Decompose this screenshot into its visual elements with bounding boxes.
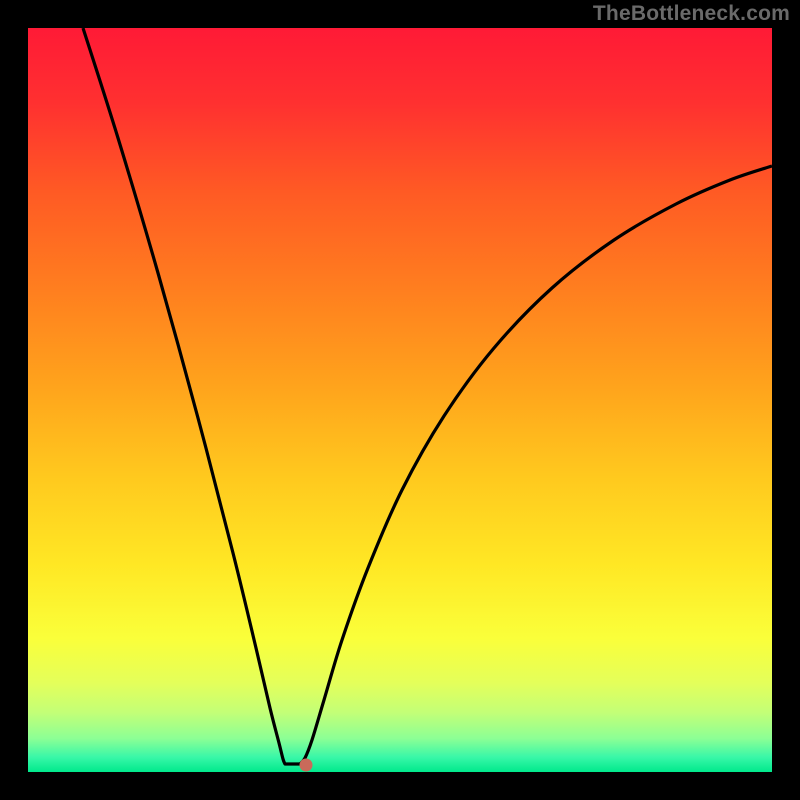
gradient-background [28, 28, 772, 772]
minimum-marker [300, 759, 313, 772]
plot-area [28, 28, 772, 772]
watermark-label: TheBottleneck.com [593, 2, 790, 26]
chart-frame: TheBottleneck.com [0, 0, 800, 800]
bottleneck-chart [28, 28, 772, 772]
